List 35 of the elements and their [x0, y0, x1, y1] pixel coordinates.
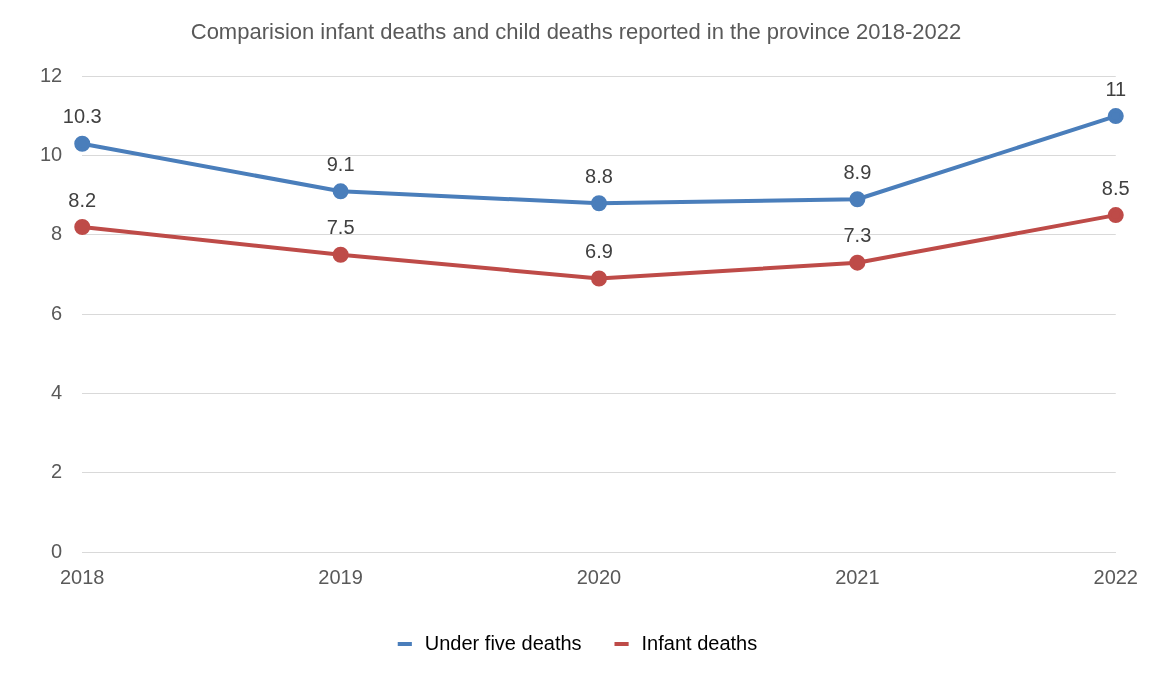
y-tick-label: 2 [51, 460, 63, 483]
legend-label: Infant deaths [641, 631, 758, 654]
y-tick-label: 8 [51, 222, 63, 245]
data-label: 8.2 [68, 188, 97, 211]
point [332, 246, 349, 263]
point [591, 195, 607, 212]
chart-title: Comparision infant deaths and child deaths reported in the province 2018-2022 [190, 19, 962, 45]
data-label: 7.5 [326, 216, 355, 239]
data-label: 8.8 [585, 164, 613, 187]
point [1107, 108, 1124, 125]
data-label: 7.3 [843, 224, 872, 247]
point [74, 135, 91, 152]
x-tick-label: 2021 [835, 565, 880, 588]
point [849, 191, 866, 208]
legend-label: Under five deaths [424, 631, 582, 654]
x-tick-label: 2020 [576, 565, 622, 588]
point [332, 183, 349, 200]
y-tick-label: 4 [51, 380, 63, 403]
y-tick-label: 6 [51, 301, 63, 324]
data-label: 11 [1105, 77, 1127, 100]
x-tick-label: 2018 [60, 565, 105, 588]
point [849, 254, 866, 271]
data-label: 9.1 [326, 152, 355, 175]
y-tick-label: 12 [40, 63, 63, 86]
point [74, 219, 91, 236]
data-label: 8.9 [843, 160, 872, 183]
x-tick-label: 2019 [318, 565, 363, 588]
y-tick-label: 10 [40, 143, 63, 166]
point [1107, 207, 1124, 224]
point [591, 270, 607, 287]
x-tick-label: 2022 [1093, 565, 1138, 588]
y-tick-label: 0 [51, 539, 63, 562]
data-label: 6.9 [585, 240, 613, 263]
data-label: 10.3 [62, 105, 102, 128]
data-label: 8.5 [1101, 176, 1130, 199]
